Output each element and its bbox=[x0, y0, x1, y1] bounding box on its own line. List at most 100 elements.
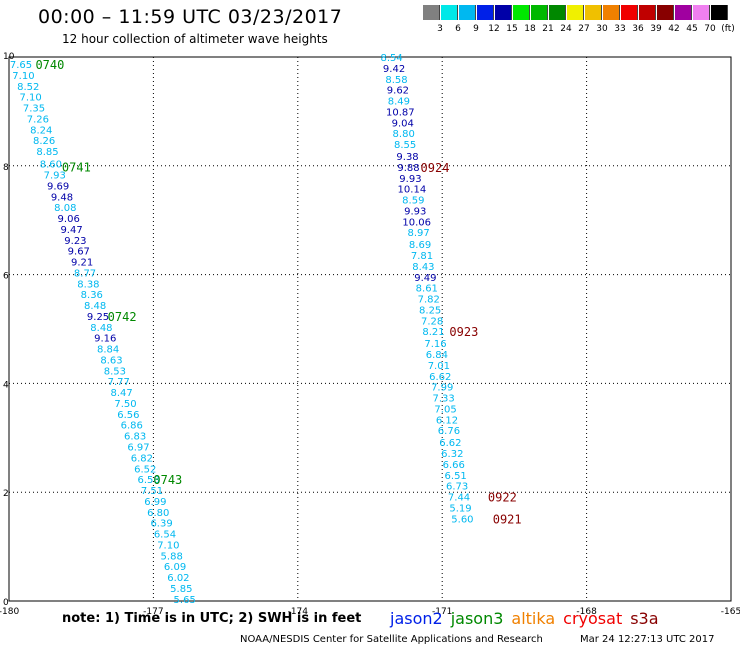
satellite-legend: jason2 jason3 altika cryosat s3a bbox=[390, 609, 667, 628]
swh-label: 9.38 bbox=[396, 152, 418, 163]
units-note: note: 1) Time is in UTC; 2) SWH is in fe… bbox=[62, 611, 362, 626]
y-tick-label: 0 bbox=[3, 598, 9, 608]
swh-label: 8.69 bbox=[409, 240, 431, 251]
scale-label: 21 bbox=[542, 24, 554, 34]
swh-label: 5.65 bbox=[174, 595, 196, 606]
scale-swatch bbox=[639, 5, 656, 20]
swh-label: 10.06 bbox=[402, 217, 431, 228]
swh-label: 8.59 bbox=[402, 196, 424, 207]
scale-swatch bbox=[513, 5, 530, 20]
time-label: 0743 bbox=[153, 473, 182, 487]
swh-label: 6.73 bbox=[446, 482, 468, 493]
swh-label: 7.50 bbox=[114, 399, 136, 410]
swh-label: 8.48 bbox=[90, 323, 112, 334]
swh-label: 8.60 bbox=[40, 160, 62, 171]
time-label: 0924 bbox=[421, 161, 450, 175]
swh-label: 6.02 bbox=[167, 573, 189, 584]
x-tick-label: -174 bbox=[288, 607, 309, 617]
scale-swatch bbox=[675, 5, 692, 20]
scale-swatch bbox=[585, 5, 602, 20]
swh-label: 9.25 bbox=[87, 312, 109, 323]
swh-label: 8.26 bbox=[33, 136, 55, 147]
swh-label: 6.56 bbox=[117, 410, 139, 421]
swh-label: 9.88 bbox=[397, 163, 419, 174]
swh-label: 5.19 bbox=[449, 503, 471, 514]
swh-label: 7.01 bbox=[428, 361, 450, 372]
swh-label: 9.93 bbox=[404, 206, 426, 217]
y-tick-label: 2 bbox=[3, 489, 9, 499]
swh-label: 9.48 bbox=[51, 192, 73, 203]
swh-label: 8.77 bbox=[74, 268, 96, 279]
y-tick-label: 4 bbox=[3, 380, 9, 390]
time-label: 0923 bbox=[449, 325, 478, 339]
legend-item-altika: altika bbox=[511, 609, 556, 628]
scale-swatch bbox=[531, 5, 548, 20]
swh-label: 5.88 bbox=[161, 551, 183, 562]
time-label: 0921 bbox=[493, 512, 522, 526]
swh-label: 9.67 bbox=[68, 247, 90, 258]
swh-label: 6.39 bbox=[150, 519, 172, 530]
scale-label: (ft) bbox=[721, 24, 735, 34]
swh-label: 7.05 bbox=[434, 404, 456, 415]
time-label: 0922 bbox=[488, 491, 517, 505]
scale-swatch bbox=[603, 5, 620, 20]
swh-label: 6.66 bbox=[443, 460, 465, 471]
swh-label: 8.25 bbox=[419, 305, 441, 316]
swh-label: 7.35 bbox=[23, 104, 45, 115]
x-tick-label: -171 bbox=[432, 607, 452, 617]
x-tick-label: -165 bbox=[721, 607, 740, 617]
scale-swatch bbox=[549, 5, 566, 20]
scale-label: 45 bbox=[686, 24, 698, 34]
swh-label: 7.51 bbox=[141, 486, 163, 497]
swh-label: 8.24 bbox=[30, 125, 52, 136]
swh-label: 6.82 bbox=[131, 453, 153, 464]
scale-swatch bbox=[477, 5, 494, 20]
scale-label: 24 bbox=[560, 24, 572, 34]
swh-label: 8.21 bbox=[422, 327, 444, 338]
scale-label: 33 bbox=[614, 24, 626, 34]
swh-label: 9.69 bbox=[47, 181, 69, 192]
swh-label: 7.10 bbox=[12, 71, 34, 82]
swh-label: 9.47 bbox=[60, 225, 82, 236]
scale-label: 39 bbox=[650, 24, 662, 34]
scale-label: 18 bbox=[524, 24, 536, 34]
credit-text: NOAA/NESDIS Center for Satellite Applica… bbox=[240, 634, 543, 645]
swh-label: 8.48 bbox=[84, 301, 106, 312]
swh-label: 7.16 bbox=[424, 339, 446, 350]
swh-label: 6.54 bbox=[154, 530, 176, 541]
swh-label: 8.47 bbox=[110, 388, 132, 399]
swh-label: 9.42 bbox=[383, 64, 405, 75]
swh-label: 7.81 bbox=[411, 251, 433, 262]
scale-label: 6 bbox=[455, 24, 461, 34]
swh-label: 6.83 bbox=[124, 432, 146, 443]
swh-label: 6.52 bbox=[134, 464, 156, 475]
x-tick-label: -168 bbox=[576, 607, 597, 617]
scale-swatch bbox=[567, 5, 584, 20]
swh-label: 9.49 bbox=[414, 273, 436, 284]
chart-title: 00:00 – 11:59 UTC 03/23/2017 bbox=[38, 6, 343, 28]
legend-item-jason2: jason2 bbox=[390, 609, 443, 628]
swh-label: 6.84 bbox=[426, 350, 448, 361]
scale-label: 9 bbox=[473, 24, 479, 34]
swh-label: 10.87 bbox=[386, 107, 415, 118]
scale-swatch bbox=[495, 5, 512, 20]
scale-label: 3 bbox=[437, 24, 443, 34]
swh-label: 6.62 bbox=[439, 438, 461, 449]
swh-label: 6.51 bbox=[445, 471, 467, 482]
swh-label: 6.76 bbox=[438, 426, 460, 437]
swh-label: 9.16 bbox=[94, 334, 116, 345]
scale-label: 42 bbox=[668, 24, 680, 34]
scale-swatch bbox=[441, 5, 458, 20]
swh-label: 8.49 bbox=[388, 97, 410, 108]
x-tick-label: -177 bbox=[143, 607, 163, 617]
plot-frame bbox=[8, 56, 732, 602]
time-label: 0740 bbox=[35, 58, 64, 72]
swh-label: 5.85 bbox=[170, 584, 192, 595]
swh-label: 8.54 bbox=[381, 53, 403, 64]
scale-swatch bbox=[423, 5, 440, 20]
swh-label: 6.62 bbox=[429, 372, 451, 383]
swh-label: 7.10 bbox=[20, 93, 42, 104]
swh-label: 6.86 bbox=[121, 421, 143, 432]
swh-label: 7.33 bbox=[433, 394, 455, 405]
